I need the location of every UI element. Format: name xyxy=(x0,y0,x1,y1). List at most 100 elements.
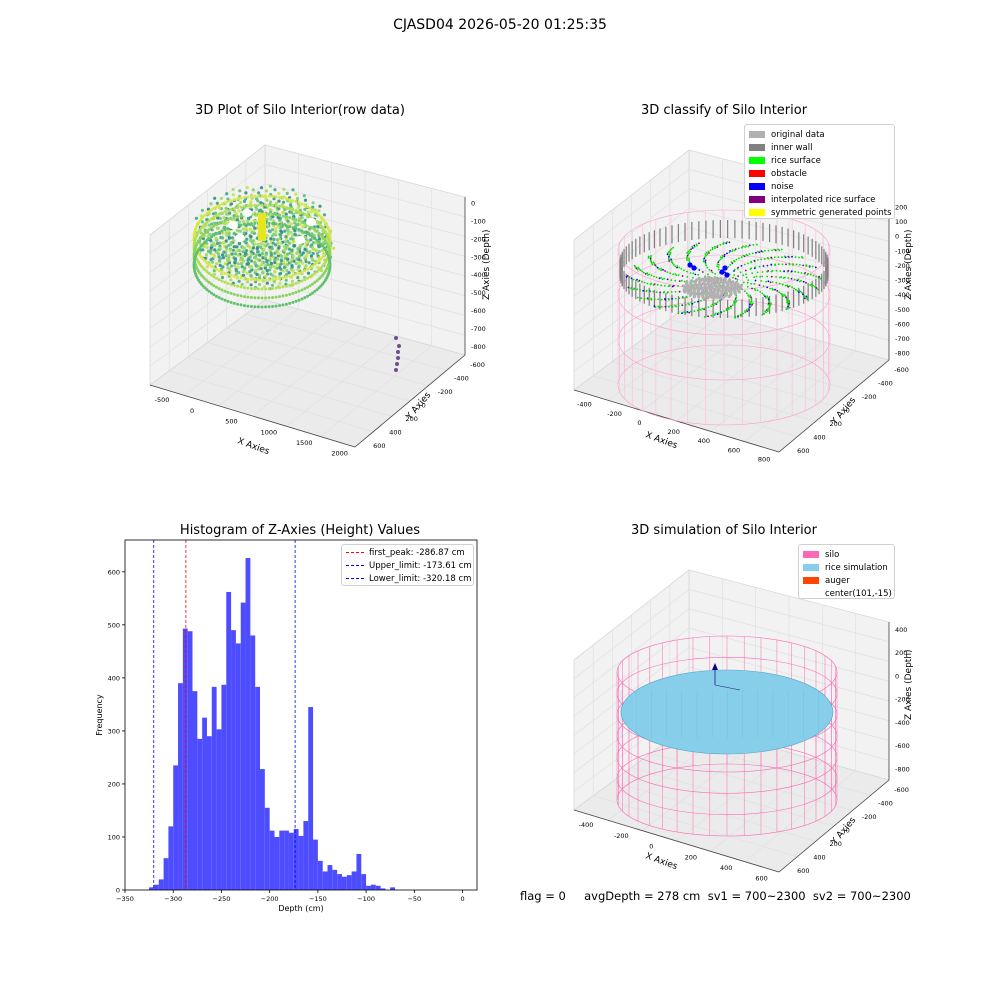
raw-point xyxy=(246,258,250,262)
raw-point xyxy=(251,246,256,250)
raw-point xyxy=(279,241,283,245)
raw-point xyxy=(217,259,221,263)
wall-point xyxy=(217,221,221,225)
wall-point xyxy=(328,265,332,269)
wall-point xyxy=(210,208,213,212)
wall-point xyxy=(303,203,307,207)
gap xyxy=(235,234,245,242)
z-tick-label: -600 xyxy=(895,742,910,750)
raw-point xyxy=(294,224,298,228)
wall-point xyxy=(313,237,317,241)
wall-point xyxy=(328,259,332,263)
raw-point xyxy=(248,227,252,231)
class-point xyxy=(630,277,633,280)
z-tick-label: -500 xyxy=(895,306,910,314)
class-point xyxy=(653,298,656,300)
class-point xyxy=(805,281,807,284)
class-point xyxy=(733,249,736,252)
class-point xyxy=(662,268,664,271)
class-point xyxy=(670,291,673,293)
wall-point xyxy=(311,235,314,239)
raw-point xyxy=(304,264,308,268)
wall-point xyxy=(236,275,240,279)
class-point xyxy=(717,268,720,271)
raw-point xyxy=(297,260,301,264)
raw-point xyxy=(244,251,248,255)
class-point xyxy=(737,314,739,317)
class-point xyxy=(714,273,716,275)
wall-point xyxy=(315,288,319,292)
wall-point xyxy=(288,274,292,278)
wall-point xyxy=(303,287,307,291)
raw-point xyxy=(277,237,282,241)
wall-point xyxy=(297,210,301,214)
raw-point xyxy=(194,216,198,220)
wall-point xyxy=(223,289,227,293)
raw-point xyxy=(311,205,315,209)
raw-point xyxy=(256,242,260,246)
rice-simulation-surface xyxy=(620,669,834,755)
wall-point xyxy=(317,259,321,263)
raw-point xyxy=(232,238,236,243)
class-point xyxy=(757,259,759,261)
z-tick-label: -400 xyxy=(895,291,910,299)
raw-point xyxy=(306,210,310,214)
class-point xyxy=(740,256,743,259)
raw-point xyxy=(243,266,247,270)
wall-point xyxy=(220,270,224,274)
class-point xyxy=(686,311,689,313)
wall-point xyxy=(260,287,264,291)
raw-point xyxy=(214,237,218,241)
class-point xyxy=(754,279,757,282)
raw-point xyxy=(240,262,244,266)
panel3-title: Histogram of Z-Axies (Height) Values xyxy=(179,523,421,538)
wall-point xyxy=(192,243,196,247)
raw-point xyxy=(229,241,233,245)
class-point xyxy=(649,257,652,260)
raw-point xyxy=(286,232,290,236)
raw-point xyxy=(225,221,229,225)
class-point xyxy=(638,268,641,270)
class-point xyxy=(781,283,784,286)
class-point xyxy=(754,289,757,292)
grid-line xyxy=(744,350,856,442)
wall-point xyxy=(311,226,314,230)
raw-point xyxy=(227,231,231,236)
wall-point xyxy=(242,295,246,299)
raw-point xyxy=(246,262,250,266)
class-point xyxy=(690,248,692,251)
class-point xyxy=(796,290,799,292)
raw-point xyxy=(258,258,262,262)
raw-point xyxy=(249,273,253,277)
raw-point xyxy=(289,230,293,235)
raw-point xyxy=(276,254,280,258)
class-point xyxy=(733,274,735,276)
raw-point xyxy=(273,269,277,273)
z-tick-label: -700 xyxy=(471,325,486,333)
class-point xyxy=(748,295,750,298)
raw-point xyxy=(274,201,278,205)
class-point xyxy=(775,269,778,272)
wall-point xyxy=(317,268,321,272)
wall-point xyxy=(317,213,321,217)
wall-point xyxy=(215,214,218,218)
wall-point xyxy=(192,261,196,265)
class-point xyxy=(753,276,755,278)
wall-point xyxy=(210,217,213,221)
z-tick-label: -100 xyxy=(471,217,486,225)
y-tick-label: 600 xyxy=(373,442,385,450)
class-point xyxy=(746,285,749,288)
x-tick-label: 0 xyxy=(637,419,641,427)
axis-line xyxy=(778,359,890,453)
class-point xyxy=(745,308,748,311)
raw-point xyxy=(239,201,243,205)
class-point xyxy=(768,299,770,302)
raw-point xyxy=(226,197,230,201)
wall-point xyxy=(207,210,211,214)
class-point xyxy=(803,296,806,298)
raw-point xyxy=(213,196,217,200)
grid-line xyxy=(264,280,466,336)
panel1-zlabel: Z Axies (Depth) xyxy=(482,229,492,300)
class-point xyxy=(719,244,722,246)
wall-point xyxy=(212,293,216,297)
